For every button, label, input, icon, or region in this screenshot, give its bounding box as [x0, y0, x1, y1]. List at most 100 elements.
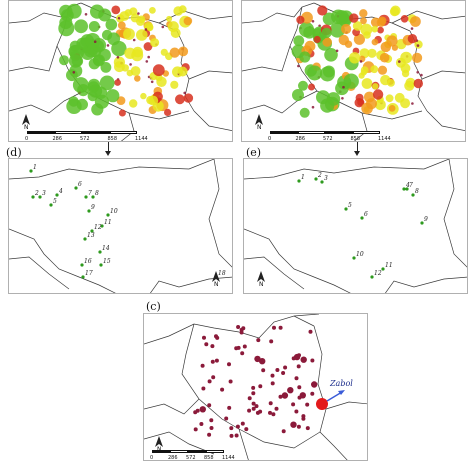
station-marker: [314, 177, 318, 181]
station-dot: [220, 387, 225, 392]
intensity-marker: [100, 62, 112, 73]
intensity-marker: [308, 83, 315, 91]
intensity-marker: [137, 12, 140, 15]
intensity-marker: [124, 47, 136, 59]
intensity-marker: [413, 78, 423, 89]
arrow-down-icon: [105, 142, 111, 156]
station-marker: [320, 180, 324, 184]
station-marker: [81, 275, 85, 279]
station-dot: [296, 424, 301, 429]
station-number-label: 7: [88, 190, 92, 197]
country-border-line: [242, 2, 315, 24]
station-dot: [300, 356, 307, 363]
station-dot: [199, 406, 206, 413]
intensity-marker: [338, 34, 349, 46]
station-number-label: 4: [58, 188, 63, 195]
station-dot: [287, 387, 294, 394]
scale-bar-tick-label: 286: [168, 455, 178, 461]
intensity-marker: [72, 77, 89, 93]
station-dot: [234, 433, 239, 438]
intensity-marker: [106, 89, 120, 103]
intensity-marker: [398, 60, 401, 63]
station-dot: [301, 416, 306, 421]
station-marker: [83, 237, 87, 241]
station-number-label: 12: [94, 224, 102, 231]
zabol-arrow-icon: [326, 391, 343, 402]
station-number-label: 10: [110, 208, 118, 215]
country-border-line: [426, 110, 465, 131]
scale-bar-tick-label: 858: [107, 136, 118, 142]
intensity-marker: [303, 26, 316, 39]
intensity-marker: [152, 64, 165, 77]
intensity-marker: [386, 35, 398, 47]
intensity-marker: [388, 105, 396, 112]
scale-bar-tick-label: 1144 km: [135, 136, 148, 142]
intensity-marker: [170, 80, 179, 89]
intensity-marker: [318, 24, 321, 28]
station-marker: [49, 203, 53, 207]
intensity-marker: [107, 32, 121, 46]
station-dot: [207, 403, 212, 408]
station-dot: [204, 342, 209, 347]
station-dot: [247, 396, 252, 401]
country-border-line: [244, 159, 450, 180]
intensity-marker: [59, 16, 73, 30]
intensity-marker: [93, 55, 104, 66]
intensity-marker: [296, 15, 305, 24]
station-dot: [256, 338, 261, 343]
station-dot: [310, 391, 315, 396]
intensity-marker: [175, 94, 185, 105]
intensity-marker: [359, 60, 363, 63]
station-marker: [98, 250, 102, 254]
country-border-line: [325, 401, 367, 410]
map-panel-d: 1 2 3 4 5 6 7 8 9 10 11 12 13 14 15 16 17 18 N: [8, 158, 233, 294]
intensity-marker: [353, 33, 365, 45]
station-number-label: 8: [95, 190, 99, 197]
station-dot: [201, 386, 206, 391]
station-dot: [195, 408, 200, 413]
country-border-line: [384, 276, 467, 293]
intensity-marker: [404, 80, 415, 91]
station-dot: [283, 365, 288, 370]
station-marker: [87, 209, 91, 213]
intensity-marker: [119, 11, 130, 21]
intensity-marker: [59, 4, 73, 19]
intensity-marker: [297, 64, 300, 68]
intensity-marker: [169, 47, 180, 58]
country-border-line: [144, 315, 315, 345]
intensity-marker: [123, 28, 135, 40]
scale-bar-tick-label: 572: [80, 136, 90, 142]
station-marker: [420, 221, 424, 225]
country-border-line: [244, 228, 351, 293]
station-marker: [90, 229, 94, 233]
country-border-line: [242, 90, 318, 114]
station-number-label: 6: [78, 181, 82, 188]
intensity-marker: [69, 64, 83, 78]
station-marker: [80, 263, 84, 267]
scale-bar-tick-label: 1144 km: [222, 455, 235, 461]
station-dot: [294, 376, 299, 381]
intensity-marker: [164, 108, 172, 116]
scale-bar-segment: [109, 131, 137, 134]
station-number-label: 17: [85, 270, 93, 277]
station-dot: [305, 426, 310, 431]
scale-bar-segment: [82, 131, 110, 134]
intensity-marker: [380, 74, 391, 86]
intensity-marker: [178, 5, 187, 14]
station-marker: [74, 186, 78, 190]
intensity-marker: [410, 27, 414, 30]
intensity-marker: [349, 13, 359, 23]
intensity-marker: [183, 93, 194, 103]
station-dot: [209, 418, 214, 423]
station-dot: [235, 424, 240, 429]
station-dot: [271, 412, 276, 417]
station-dot: [291, 402, 296, 407]
intensity-marker: [292, 89, 304, 101]
station-marker: [411, 193, 415, 197]
station-dot: [261, 368, 266, 373]
station-marker: [352, 256, 356, 260]
station-dot: [251, 401, 256, 406]
station-dot: [281, 429, 286, 434]
station-marker: [344, 207, 348, 211]
